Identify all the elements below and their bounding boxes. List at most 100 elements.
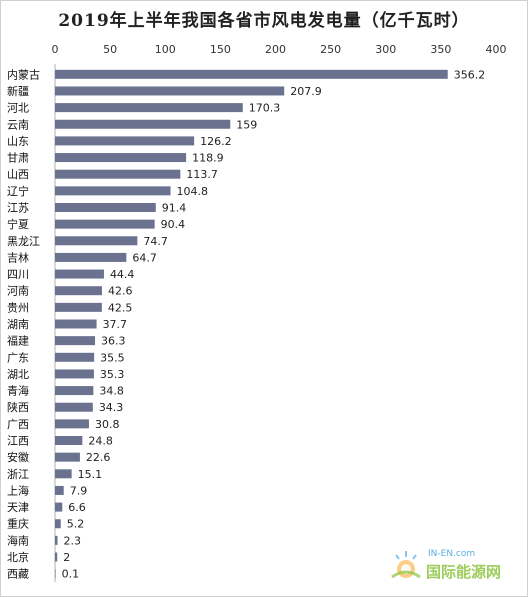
x-tick-label: 150 bbox=[210, 43, 231, 56]
category-label: 安徽 bbox=[7, 450, 29, 464]
category-label: 内蒙古 bbox=[7, 67, 40, 81]
bar bbox=[55, 369, 94, 379]
bar bbox=[55, 552, 58, 562]
category-label: 江西 bbox=[7, 435, 29, 448]
bar bbox=[55, 302, 102, 312]
category-label: 云南 bbox=[7, 118, 29, 131]
value-label: 2 bbox=[63, 551, 70, 564]
bar bbox=[55, 452, 80, 462]
category-label: 辽宁 bbox=[7, 184, 29, 198]
value-label: 159 bbox=[236, 118, 257, 131]
category-label: 福建 bbox=[7, 334, 29, 348]
chart-title: 2019年上半年我国各省市风电发电量（亿千瓦时） bbox=[58, 11, 470, 31]
category-label: 西藏 bbox=[7, 568, 29, 581]
category-label: 浙江 bbox=[7, 468, 29, 481]
category-label: 山东 bbox=[7, 135, 29, 148]
bar bbox=[55, 436, 83, 446]
bar bbox=[55, 569, 56, 579]
value-label: 6.6 bbox=[68, 501, 86, 514]
value-label: 207.9 bbox=[290, 85, 322, 98]
x-tick-label: 350 bbox=[430, 43, 451, 56]
category-label: 甘肃 bbox=[7, 152, 29, 165]
value-label: 113.7 bbox=[186, 168, 218, 181]
bar bbox=[55, 153, 187, 163]
bar bbox=[55, 319, 97, 329]
watermark-brand: 国际能源网 bbox=[426, 563, 502, 581]
value-label: 35.3 bbox=[100, 368, 125, 381]
bar bbox=[55, 402, 93, 412]
category-label: 贵州 bbox=[7, 301, 29, 314]
value-label: 42.5 bbox=[108, 301, 133, 314]
value-label: 118.9 bbox=[192, 152, 224, 165]
bar bbox=[55, 535, 58, 545]
watermark-logo: IN-EN.com 国际能源网 bbox=[388, 547, 518, 589]
category-label: 新疆 bbox=[7, 84, 29, 98]
value-label: 104.8 bbox=[177, 185, 209, 198]
value-label: 42.6 bbox=[108, 285, 132, 298]
bar bbox=[55, 352, 95, 362]
bar bbox=[55, 86, 285, 96]
x-tick-label: 100 bbox=[155, 43, 176, 56]
category-label: 北京 bbox=[7, 550, 29, 564]
value-label: 64.7 bbox=[132, 251, 157, 264]
bar bbox=[55, 103, 243, 113]
category-label: 上海 bbox=[7, 483, 29, 497]
bar bbox=[55, 136, 195, 146]
category-label: 湖南 bbox=[7, 318, 29, 331]
value-label: 74.7 bbox=[143, 235, 168, 248]
bar bbox=[55, 252, 127, 262]
bar bbox=[55, 519, 61, 529]
value-label: 30.8 bbox=[95, 418, 120, 431]
value-label: 24.8 bbox=[88, 435, 113, 448]
category-label: 宁夏 bbox=[7, 217, 29, 231]
category-label: 天津 bbox=[7, 501, 29, 514]
value-label: 170.3 bbox=[249, 102, 280, 115]
value-label: 15.1 bbox=[78, 468, 103, 481]
bar bbox=[55, 269, 104, 279]
category-label: 重庆 bbox=[7, 517, 29, 531]
value-label: 34.8 bbox=[99, 385, 124, 398]
bar bbox=[55, 485, 64, 495]
x-tick-label: 300 bbox=[375, 43, 396, 56]
category-label: 陕西 bbox=[7, 400, 29, 414]
x-tick-label: 400 bbox=[486, 43, 507, 56]
watermark-domain: IN-EN.com bbox=[428, 549, 476, 559]
value-label: 2.3 bbox=[64, 534, 82, 547]
bar bbox=[55, 69, 448, 79]
value-label: 44.4 bbox=[110, 268, 134, 281]
value-label: 5.2 bbox=[67, 518, 85, 531]
value-label: 91.4 bbox=[162, 201, 187, 214]
bar bbox=[55, 336, 96, 346]
value-label: 22.6 bbox=[86, 451, 111, 464]
sun-logo-icon bbox=[391, 551, 421, 579]
value-label: 36.3 bbox=[101, 335, 126, 348]
category-label: 江苏 bbox=[7, 201, 29, 214]
category-label: 河南 bbox=[7, 285, 29, 298]
value-label: 90.4 bbox=[161, 218, 186, 231]
bar bbox=[55, 186, 171, 196]
value-label: 0.1 bbox=[62, 568, 80, 581]
x-tick-label: 0 bbox=[52, 43, 59, 56]
category-label: 河北 bbox=[7, 102, 29, 115]
value-label: 35.5 bbox=[100, 351, 125, 364]
value-label: 37.7 bbox=[103, 318, 128, 331]
bar bbox=[55, 419, 89, 429]
bar bbox=[55, 169, 181, 179]
bar bbox=[55, 236, 138, 246]
bar bbox=[55, 219, 155, 229]
x-tick-label: 200 bbox=[265, 43, 286, 56]
category-label: 广东 bbox=[7, 351, 29, 364]
value-label: 34.3 bbox=[99, 401, 124, 414]
bar bbox=[55, 386, 94, 396]
value-label: 356.2 bbox=[454, 68, 486, 81]
category-label: 山西 bbox=[7, 168, 29, 181]
category-label: 吉林 bbox=[7, 250, 29, 264]
category-label: 海南 bbox=[7, 533, 29, 547]
value-label: 7.9 bbox=[70, 484, 88, 497]
category-label: 四川 bbox=[7, 268, 29, 281]
bar bbox=[55, 202, 156, 212]
x-tick-label: 250 bbox=[320, 43, 341, 56]
category-label: 广西 bbox=[7, 418, 29, 431]
